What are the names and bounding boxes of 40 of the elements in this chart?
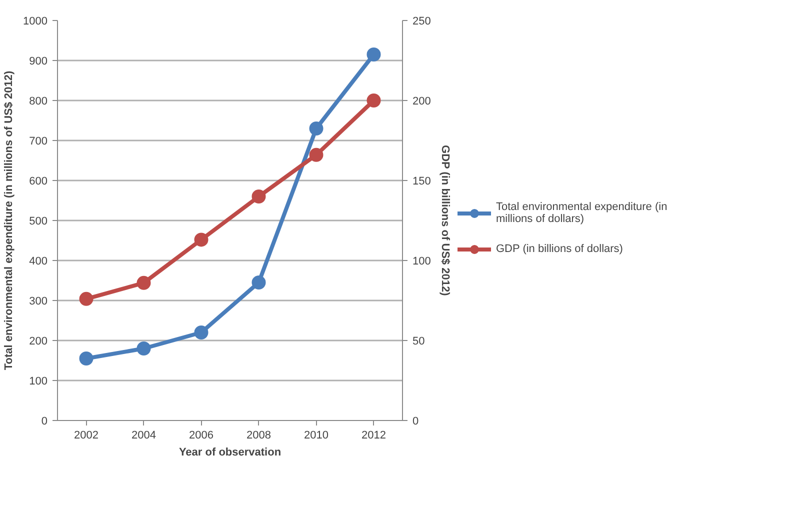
x-tick-label: 2002 xyxy=(74,430,98,442)
point xyxy=(194,232,208,247)
y2-axis-title: GDP (in billions of US$ 2012) xyxy=(438,145,451,296)
y-tick-label: 600 xyxy=(29,176,48,188)
y-tick-label: 200 xyxy=(29,336,48,348)
point xyxy=(309,148,324,162)
point xyxy=(309,122,324,136)
y2-tick-label: 50 xyxy=(412,336,425,348)
x-tick-label: 2010 xyxy=(304,430,328,442)
point xyxy=(252,190,266,204)
x-tick-label: 2008 xyxy=(246,430,271,442)
x-tick-label: 2012 xyxy=(362,430,386,442)
point xyxy=(79,292,94,306)
x-tick-label: 2006 xyxy=(189,430,214,442)
x-axis-title: Year of observation xyxy=(178,446,282,458)
legend-label: GDP (in billions of dollars) xyxy=(496,242,623,254)
y2-tick-label: 250 xyxy=(412,16,431,28)
point xyxy=(366,94,381,108)
y-tick-label: 400 xyxy=(29,256,48,268)
x-tick-label: 2004 xyxy=(132,430,156,442)
y-tick-label: 300 xyxy=(29,296,48,308)
y-tick-label: 1000 xyxy=(23,16,48,28)
legend-label: Total environmental expenditure (in millions of dollars) xyxy=(496,200,668,224)
y-tick-label: 800 xyxy=(29,96,48,108)
point xyxy=(136,276,151,290)
point xyxy=(366,48,381,62)
y-tick-label: 100 xyxy=(29,376,48,388)
point xyxy=(136,342,151,356)
y2-tick-label: 200 xyxy=(412,96,431,108)
point xyxy=(79,352,94,366)
point xyxy=(252,276,266,290)
y-tick-label: 500 xyxy=(29,216,48,228)
y2-tick-label: 150 xyxy=(412,176,431,188)
y2-tick-label: 100 xyxy=(412,256,431,268)
y2-tick-label: 0 xyxy=(412,416,419,428)
point xyxy=(194,326,208,340)
y-tick-label: 900 xyxy=(29,56,48,68)
y-axis-title: Total environmental expenditure (in millions of US$ 2012) xyxy=(3,70,16,370)
y-tick-label: 700 xyxy=(29,136,48,148)
y-tick-label: 0 xyxy=(41,416,48,428)
